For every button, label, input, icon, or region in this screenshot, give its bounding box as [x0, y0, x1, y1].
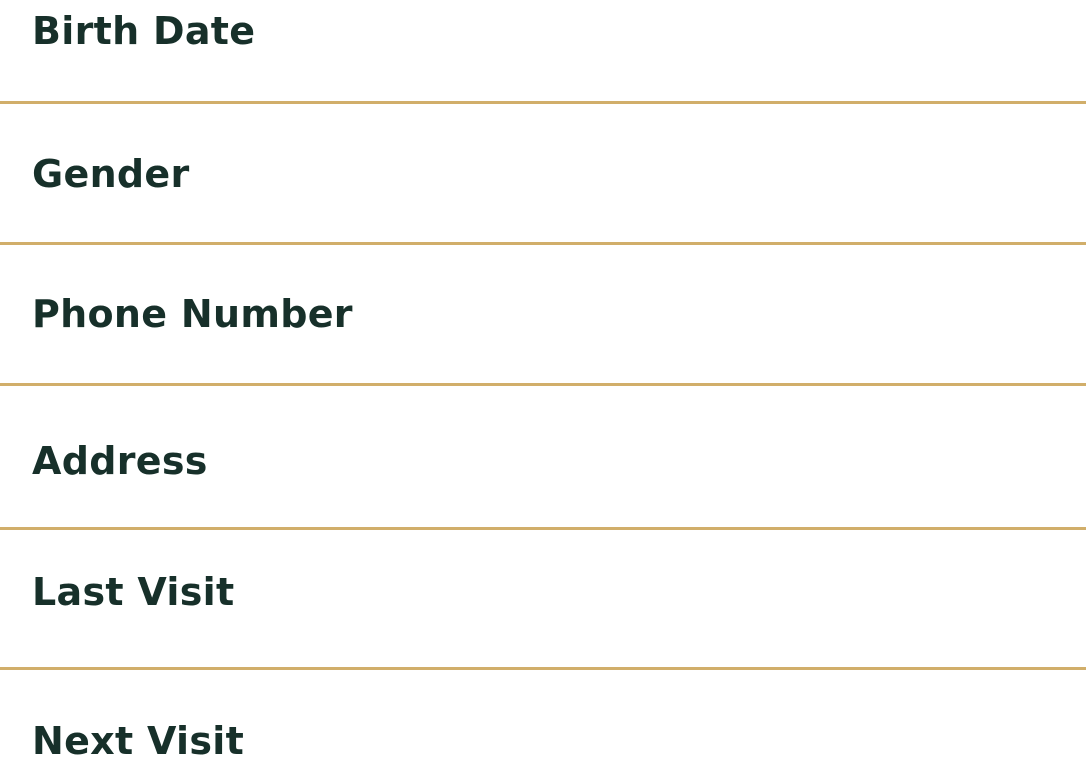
next-visit-label: Next Visit: [32, 719, 245, 763]
gender-label: Gender: [32, 152, 190, 196]
last-visit-label: Last Visit: [32, 570, 235, 614]
birth-date-label: Birth Date: [32, 9, 256, 53]
phone-number-label: Phone Number: [32, 292, 353, 336]
row-divider: [0, 101, 1086, 104]
row-divider: [0, 527, 1086, 530]
row-divider: [0, 667, 1086, 670]
row-divider: [0, 383, 1086, 386]
address-label: Address: [32, 439, 208, 483]
row-divider: [0, 242, 1086, 245]
